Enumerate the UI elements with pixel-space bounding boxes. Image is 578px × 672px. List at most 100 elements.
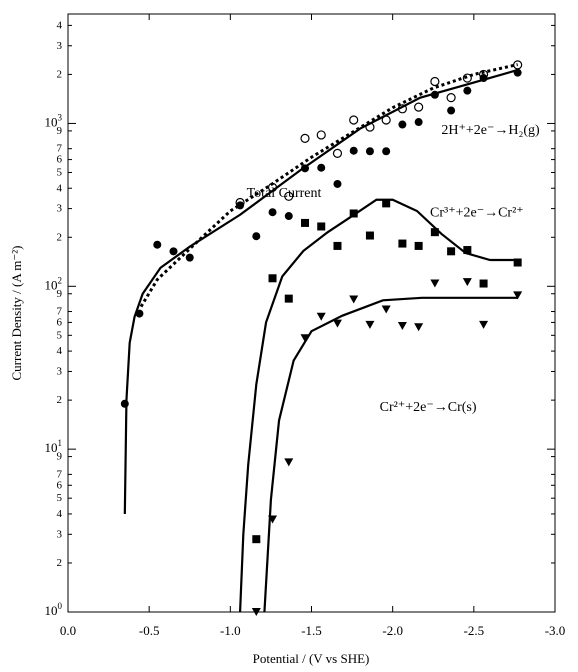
y-tick-base: 7 bbox=[57, 305, 63, 317]
filled-circle-marker bbox=[398, 120, 407, 129]
y-tick-label: 4 bbox=[57, 182, 63, 194]
y-tick-label: 4 bbox=[57, 19, 63, 31]
y-tick-base: 9 bbox=[57, 287, 63, 299]
y-tick-base: 6 bbox=[57, 316, 63, 328]
open-circle-marker bbox=[349, 115, 359, 125]
y-tick-base: 10 bbox=[45, 277, 58, 292]
y-tick-base: 4 bbox=[57, 507, 63, 519]
solid-line bbox=[263, 296, 518, 613]
y-tick-base: 5 bbox=[57, 329, 63, 341]
open-circle-marker bbox=[316, 130, 326, 140]
y-tick-label: 100 bbox=[45, 601, 63, 618]
y-tick-base: 3 bbox=[57, 528, 63, 540]
triangle-marker bbox=[316, 312, 326, 321]
y-tick-label: 4 bbox=[57, 507, 63, 519]
triangle-marker bbox=[381, 305, 391, 314]
y-tick-label: 5 bbox=[57, 492, 63, 504]
y-tick-base: 4 bbox=[57, 345, 63, 357]
y-tick-base: 2 bbox=[57, 68, 63, 80]
square-marker bbox=[447, 247, 456, 256]
square-marker bbox=[252, 535, 261, 544]
filled-circle-marker bbox=[365, 147, 374, 156]
y-tick-label: 2 bbox=[57, 394, 63, 406]
square-marker bbox=[513, 258, 522, 267]
square-marker bbox=[382, 199, 391, 208]
filled-circle-marker bbox=[252, 232, 261, 241]
y-tick-label: 3 bbox=[57, 39, 63, 51]
y-tick-label: 6 bbox=[57, 479, 63, 491]
triangle-marker bbox=[251, 608, 261, 616]
y-tick-base: 2 bbox=[57, 557, 63, 569]
open-circle-marker bbox=[284, 191, 294, 201]
y-tick-base: 5 bbox=[57, 166, 63, 178]
filled-circle-marker bbox=[169, 247, 178, 256]
y-tick-exponent: 1 bbox=[58, 438, 63, 448]
y-tick-base: 10 bbox=[45, 440, 58, 455]
filled-circle-marker bbox=[463, 86, 472, 95]
annotation: Cr³⁺+2e⁻→Cr²⁺ bbox=[430, 206, 524, 221]
y-tick-base: 2 bbox=[57, 231, 63, 243]
square-marker bbox=[398, 239, 407, 248]
y-tick-label: 6 bbox=[57, 153, 63, 165]
square-marker bbox=[317, 222, 326, 231]
square-marker bbox=[301, 218, 310, 227]
triangle-marker bbox=[479, 320, 489, 329]
y-tick-exponent: 3 bbox=[58, 113, 63, 123]
y-tick-label: 4 bbox=[57, 345, 63, 357]
triangle-marker bbox=[284, 458, 294, 467]
y-tick-label: 5 bbox=[57, 166, 63, 178]
y-tick-label: 3 bbox=[57, 365, 63, 377]
triangle-marker bbox=[430, 279, 440, 288]
square-marker bbox=[463, 246, 472, 255]
y-tick-base: 3 bbox=[57, 202, 63, 214]
x-tick-label: -3.0 bbox=[545, 623, 566, 638]
triangle-marker bbox=[414, 323, 424, 332]
y-tick-label: 7 bbox=[57, 142, 63, 154]
x-tick-label: -2.5 bbox=[464, 623, 485, 638]
triangle-marker bbox=[462, 278, 472, 287]
y-axis-label: Current Density / (A m⁻²) bbox=[9, 246, 24, 381]
y-tick-base: 6 bbox=[57, 153, 63, 165]
y-tick-exponent: 0 bbox=[58, 601, 63, 611]
x-tick-label: -1.5 bbox=[301, 623, 322, 638]
y-tick-label: 3 bbox=[57, 202, 63, 214]
y-tick-label: 3 bbox=[57, 528, 63, 540]
annotation: Cr²⁺+2e⁻→Cr(s) bbox=[380, 400, 477, 415]
y-tick-base: 3 bbox=[57, 39, 63, 51]
square-marker bbox=[284, 294, 293, 303]
x-tick-label: -1.0 bbox=[220, 623, 241, 638]
filled-circle-marker bbox=[284, 212, 293, 221]
filled-circle-marker bbox=[120, 399, 129, 408]
y-tick-label: 5 bbox=[57, 329, 63, 341]
y-tick-label: 9 bbox=[57, 287, 63, 299]
square-marker bbox=[268, 274, 277, 283]
filled-circle-marker bbox=[447, 106, 456, 115]
y-tick-base: 10 bbox=[45, 603, 58, 618]
filled-circle-marker bbox=[153, 240, 162, 249]
y-tick-base: 9 bbox=[57, 124, 63, 136]
y-tick-label: 6 bbox=[57, 316, 63, 328]
triangle-marker bbox=[397, 322, 407, 331]
filled-circle-marker bbox=[333, 179, 342, 188]
filled-circle-marker bbox=[185, 253, 194, 262]
y-tick-exponent: 2 bbox=[58, 275, 63, 285]
filled-circle-marker bbox=[349, 146, 358, 155]
square-marker bbox=[333, 241, 342, 250]
y-tick-base: 5 bbox=[57, 492, 63, 504]
square-marker bbox=[349, 209, 358, 218]
filled-circle-marker bbox=[317, 163, 326, 172]
solid-line bbox=[123, 68, 518, 514]
y-tick-base: 7 bbox=[57, 468, 63, 480]
x-tick-label: 0.0 bbox=[60, 623, 76, 638]
y-tick-label: 101 bbox=[45, 438, 63, 455]
y-tick-label: 9 bbox=[57, 450, 63, 462]
triangle-marker bbox=[349, 295, 359, 304]
triangle-marker bbox=[513, 291, 523, 300]
dotted-line bbox=[139, 63, 518, 308]
x-axis-label: Potential / (V vs SHE) bbox=[253, 651, 370, 666]
y-tick-base: 4 bbox=[57, 182, 63, 194]
y-tick-label: 9 bbox=[57, 124, 63, 136]
annotation: 2H⁺+2e⁻→H₂(g) bbox=[441, 123, 540, 138]
filled-circle-marker bbox=[414, 118, 423, 127]
